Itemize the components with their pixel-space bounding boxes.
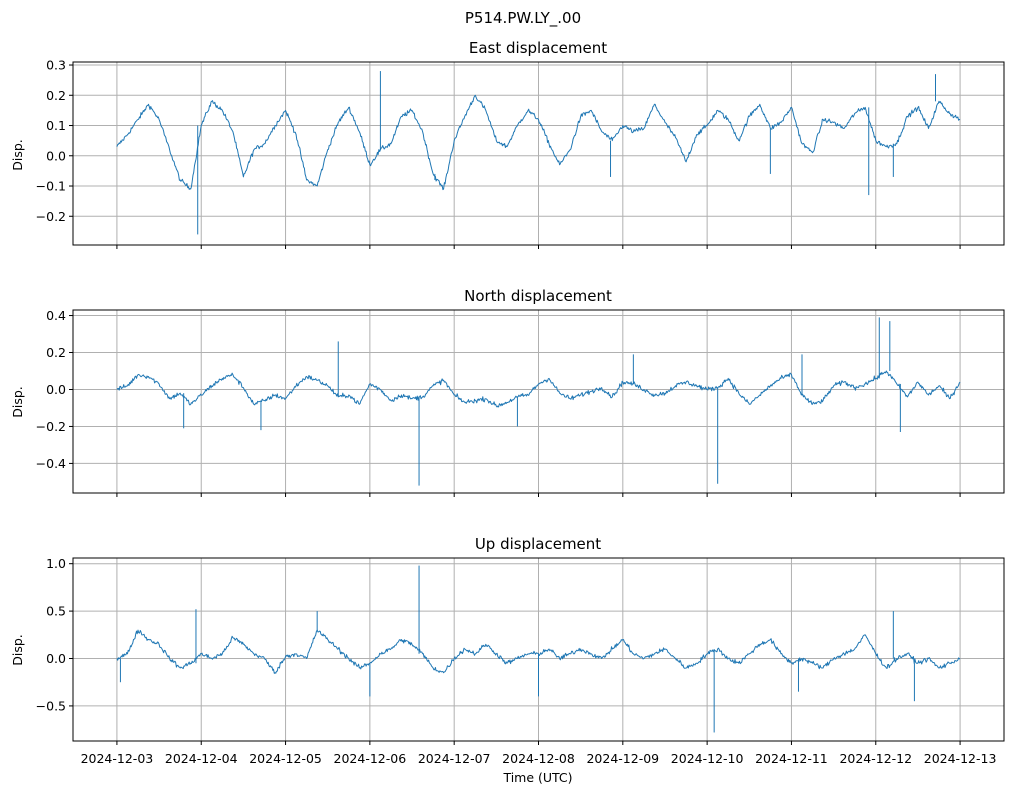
y-tick-label: 0.2: [46, 345, 66, 360]
y-tick-label: 0.4: [46, 308, 66, 323]
axes-frame: [72, 61, 1005, 246]
y-axis-label: Disp.: [10, 139, 25, 171]
panel-title: North displacement: [464, 287, 612, 305]
axes-frame: [72, 557, 1005, 742]
y-tick-label: −0.2: [36, 209, 66, 224]
y-tick-label: −0.4: [36, 456, 66, 471]
x-tick-label: 2024-12-06: [334, 751, 407, 766]
x-tick-label: 2024-12-11: [755, 751, 828, 766]
figure-suptitle: P514.PW.LY_.00: [465, 9, 581, 28]
x-tick-label: 2024-12-13: [924, 751, 997, 766]
y-tick-label: 0.1: [46, 118, 66, 133]
y-tick-label: 0.5: [46, 604, 66, 619]
y-tick-label: −0.1: [36, 179, 66, 194]
axes-frame: [72, 309, 1005, 494]
y-tick-label: 0.0: [46, 382, 66, 397]
y-axis-label: Disp.: [10, 634, 25, 666]
panel-title: East displacement: [469, 39, 607, 57]
panel-east: East displacement Disp. −0.2 −0.1 0.0 0.1 0.…: [10, 39, 1005, 249]
y-tick-label: 0.0: [46, 148, 66, 163]
y-tick-label: 0.2: [46, 88, 66, 103]
y-tick-label: 0.3: [46, 58, 66, 73]
series-line: [116, 94, 961, 191]
x-axis-label: Time (UTC): [502, 770, 572, 785]
y-tick-label: −0.2: [36, 419, 66, 434]
panel-north: North displacement Disp. −0.4 −0.2 0.0 0.2 0…: [10, 287, 1005, 497]
x-tick-label: 2024-12-09: [586, 751, 659, 766]
series-line: [116, 370, 961, 408]
x-tick-label: 2024-12-05: [249, 751, 322, 766]
x-tick-label: 2024-12-08: [502, 751, 575, 766]
y-tick-label: 1.0: [46, 556, 66, 571]
panel-up: Up displacement Disp. −0.5 0.0 0.5 1.0 2024-…: [10, 535, 1005, 766]
x-tick-label: 2024-12-07: [418, 751, 491, 766]
x-tick-label: 2024-12-12: [839, 751, 912, 766]
x-tick-label: 2024-12-04: [165, 751, 238, 766]
y-tick-label: 0.0: [46, 651, 66, 666]
x-tick-label: 2024-12-10: [671, 751, 744, 766]
y-tick-label: −0.5: [36, 698, 66, 713]
y-axis-label: Disp.: [10, 386, 25, 418]
panel-title: Up displacement: [475, 535, 601, 553]
x-tick-label: 2024-12-03: [81, 751, 154, 766]
